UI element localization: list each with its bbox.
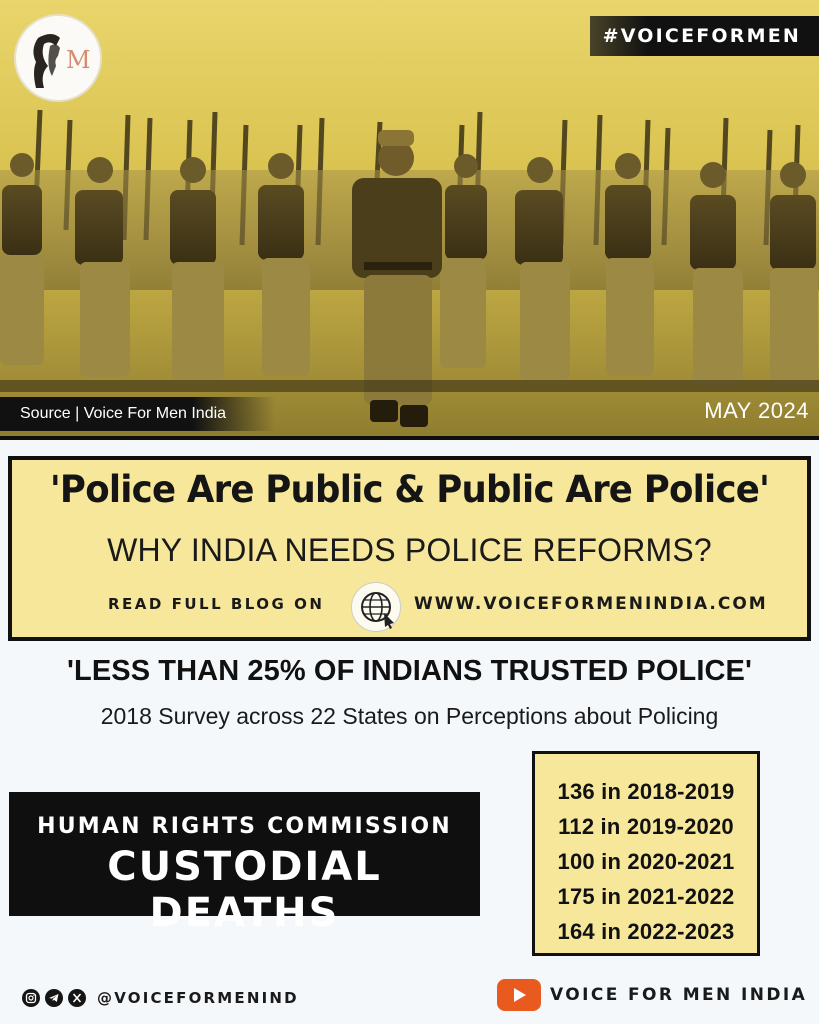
svg-text:M: M <box>66 46 91 74</box>
list-item: 164 in 2022-2023 <box>557 919 735 944</box>
source-credit: Source | Voice For Men India <box>0 397 275 431</box>
list-item: 100 in 2020-2021 <box>557 849 735 874</box>
globe-icon <box>351 582 401 632</box>
list-item: 136 in 2018-2019 <box>557 779 735 804</box>
brand-logo: M <box>14 14 102 102</box>
hashtag-banner: #VOICEFORMEN <box>590 16 819 56</box>
telegram-icon[interactable] <box>45 989 63 1007</box>
trust-subline: 2018 Survey across 22 States on Percepti… <box>100 703 719 729</box>
publish-date: MAY 2024 <box>704 398 809 423</box>
instagram-icon[interactable] <box>22 989 40 1007</box>
headline: 'Police Are Public & Public Are Police' <box>49 468 770 511</box>
subheadline: WHY INDIA NEEDS POLICE REFORMS? <box>107 532 712 568</box>
social-handle[interactable]: @VOICEFORMENIND <box>97 989 299 1007</box>
custodial-deaths-list: 136 in 2018-2019 112 in 2019-2020 100 in… <box>532 751 760 956</box>
read-blog-label: READ FULL BLOG ON <box>108 595 325 613</box>
nhrc-line1: HUMAN RIGHTS COMMISSION <box>37 814 452 839</box>
blog-link-row[interactable]: READ FULL BLOG ON WWW.VOICEFORMENINDIA.C… <box>12 580 807 632</box>
nhrc-line2: CUSTODIAL DEATHS <box>107 844 382 936</box>
youtube-icon[interactable] <box>497 979 541 1011</box>
title-panel: 'Police Are Public & Public Are Police' … <box>8 456 811 641</box>
marching-police-illustration <box>0 109 819 427</box>
social-handles: @VOICEFORMENIND <box>22 987 299 1009</box>
blog-url[interactable]: WWW.VOICEFORMENINDIA.COM <box>414 594 768 614</box>
list-item: 175 in 2021-2022 <box>557 884 735 909</box>
list-item: 112 in 2019-2020 <box>558 814 734 839</box>
hero-photo: M #VOICEFORMEN Source | Voice For Men In… <box>0 0 819 438</box>
channel-name[interactable]: VOICE FOR MEN INDIA <box>550 985 808 1005</box>
trust-headline: 'LESS THAN 25% OF INDIANS TRUSTED POLICE… <box>67 655 752 687</box>
hero-divider <box>0 436 819 440</box>
x-icon[interactable] <box>68 989 86 1007</box>
nhrc-banner: HUMAN RIGHTS COMMISSION CUSTODIAL DEATHS <box>9 792 480 936</box>
